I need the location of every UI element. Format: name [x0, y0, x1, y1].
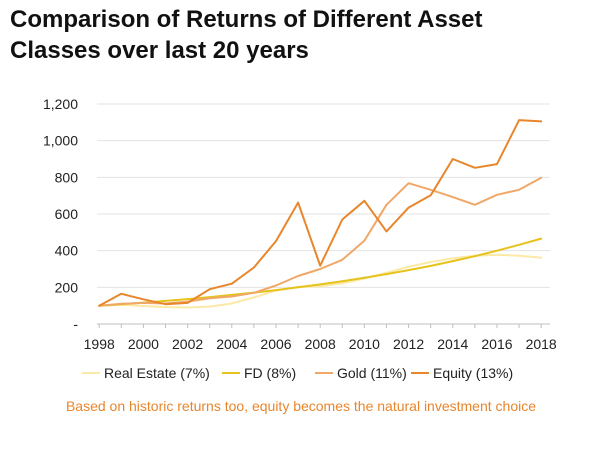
x-tick-label: 2008	[305, 336, 336, 352]
legend: Real Estate (7%) FD (8%) Gold (11%) Equity …	[82, 365, 513, 381]
x-tick-label: 2004	[216, 336, 247, 352]
x-tick-label: 2014	[437, 336, 468, 352]
chart-title: Comparison of Returns of Different Asset…	[10, 4, 600, 66]
series-line-4	[98, 119, 543, 307]
series-lines	[98, 119, 543, 309]
x-tick-label: 2000	[128, 336, 159, 352]
x-tick-label: 2012	[393, 336, 424, 352]
legend-label-2: FD (8%)	[244, 365, 296, 381]
x-tick-label: 2006	[260, 336, 291, 352]
legend-label-1: Real Estate (7%)	[104, 365, 210, 381]
y-tick-label: 200	[55, 279, 79, 295]
x-tick-label: 2016	[481, 336, 512, 352]
x-tick-label: 2002	[172, 336, 203, 352]
y-tick-label: 1,000	[43, 133, 78, 149]
chart-title-line-2: Classes over last 20 years	[10, 37, 309, 64]
series-line-2	[98, 237, 543, 307]
axes	[97, 323, 550, 328]
tick-labels: - 200 400 600 800 1,000 1,200 1998 2000 2002 2004 2…	[43, 96, 557, 352]
chart-title-line-1: Comparison of Returns of Different Asset	[10, 6, 483, 33]
legend-label-4: Equity (13%)	[433, 365, 513, 381]
x-tick-label: 2018	[526, 336, 557, 352]
y-tick-label: 1,200	[43, 96, 78, 112]
x-tick-label: 1998	[84, 336, 115, 352]
y-tick-label: -	[73, 316, 78, 332]
x-tick-label: 2010	[349, 336, 380, 352]
y-tick-label: 400	[55, 243, 79, 259]
grid-lines	[97, 103, 550, 288]
y-tick-label: 600	[55, 206, 79, 222]
series-line-1	[98, 253, 543, 309]
chart-caption: Based on historic returns too, equity be…	[65, 398, 537, 414]
y-tick-label: 800	[55, 169, 79, 185]
legend-label-3: Gold (11%)	[337, 365, 407, 381]
